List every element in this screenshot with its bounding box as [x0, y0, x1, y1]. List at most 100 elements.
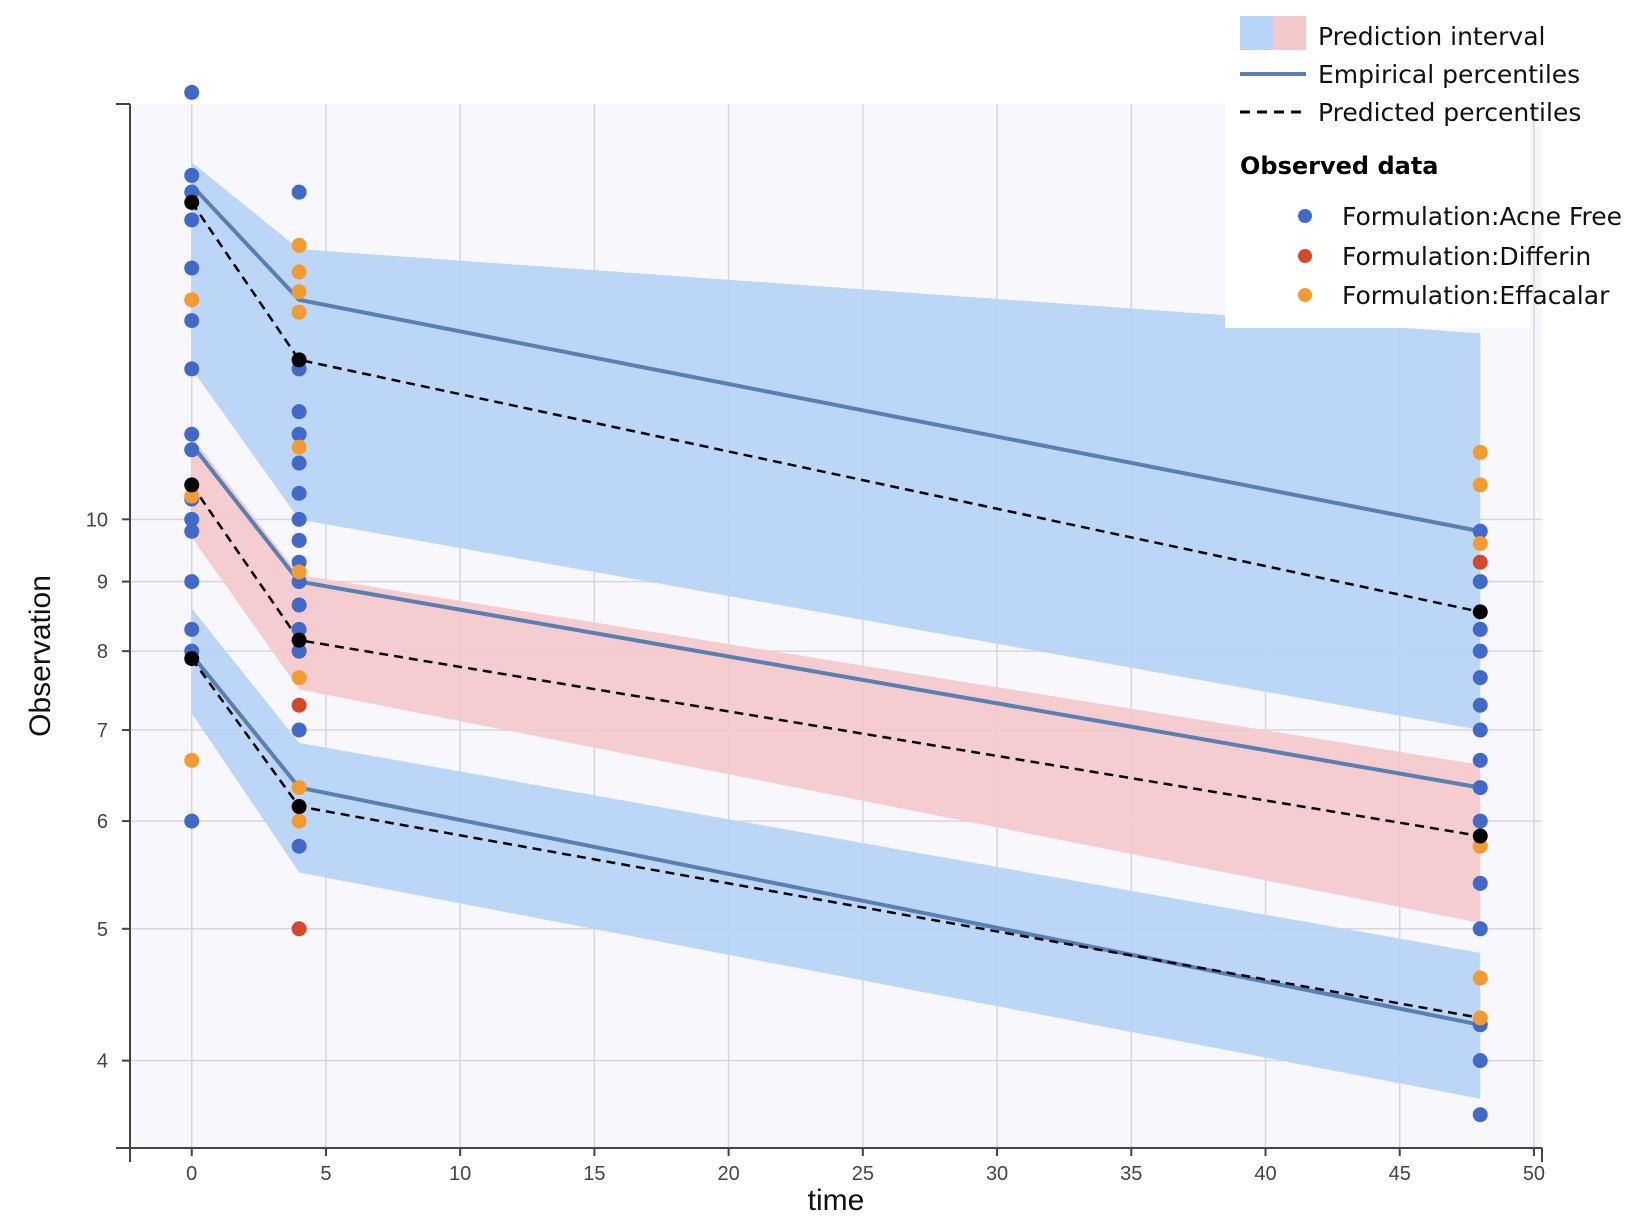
observed-point-acne-free: [1472, 621, 1488, 637]
legend-band-swatch-blue: [1240, 16, 1273, 50]
legend-band-swatch-red: [1273, 16, 1306, 50]
observed-point-acne-free: [1472, 670, 1488, 686]
observed-point-acne-free: [184, 442, 200, 458]
legend-background: [1225, 0, 1530, 328]
observed-point-acne-free: [291, 643, 307, 659]
observed-point-acne-free: [184, 84, 200, 100]
observed-point-acne-free: [1472, 574, 1488, 590]
legend-effacalar-label: Formulation:Effacalar: [1342, 281, 1610, 310]
observed-point-effacalar: [291, 237, 307, 253]
observed-point-acne-free: [1472, 643, 1488, 659]
x-tick-label: 15: [583, 1163, 605, 1185]
observed-point-acne-free: [291, 485, 307, 501]
percentile-marker: [1472, 604, 1488, 620]
legend-empirical-label: Empirical percentiles: [1318, 60, 1580, 89]
y-tick-label: 9: [97, 572, 108, 594]
empirical-percentile-line-upper: [190, 184, 1481, 534]
observed-point-acne-free: [1472, 1107, 1488, 1123]
legend-effacalar-marker: [1298, 288, 1312, 302]
observed-point-acne-free: [184, 511, 200, 527]
observed-point-acne-free: [291, 532, 307, 548]
observed-point-effacalar: [1472, 535, 1488, 551]
observed-point-effacalar: [291, 780, 307, 796]
observed-point-acne-free: [291, 184, 307, 200]
observed-point-acne-free: [291, 621, 307, 637]
prediction-interval-band-0: [191, 162, 1481, 731]
x-axis-title: time: [808, 1184, 865, 1217]
observed-point-acne-free: [184, 523, 200, 539]
observed-point-effacalar: [184, 752, 200, 768]
x-tick-label: 30: [986, 1163, 1008, 1185]
observed-point-differin: [1472, 554, 1488, 570]
observed-point-acne-free: [291, 838, 307, 854]
x-tick-label: 50: [1523, 1163, 1545, 1185]
observed-point-effacalar: [184, 292, 200, 308]
observed-point-effacalar: [1472, 970, 1488, 986]
observed-point-acne-free: [1472, 875, 1488, 891]
observed-point-differin: [291, 921, 307, 937]
observed-point-effacalar: [1472, 1010, 1488, 1026]
observed-point-acne-free: [184, 167, 200, 183]
observed-point-acne-free: [291, 426, 307, 442]
observed-point-effacalar: [1472, 477, 1488, 493]
x-tick-label: 25: [852, 1163, 874, 1185]
observed-point-acne-free: [1472, 722, 1488, 738]
observed-point-acne-free: [184, 574, 200, 590]
observed-point-acne-free: [1472, 752, 1488, 768]
x-tick-label: 35: [1120, 1163, 1142, 1185]
x-tick-label: 5: [320, 1163, 331, 1185]
y-tick-label: 10: [86, 509, 108, 531]
observed-point-effacalar: [291, 564, 307, 580]
observed-point-acne-free: [1472, 780, 1488, 796]
percentile-marker: [184, 477, 200, 493]
observed-point-effacalar: [291, 284, 307, 300]
legend-predicted-label: Predicted percentiles: [1318, 98, 1581, 127]
observed-point-acne-free: [1472, 813, 1488, 829]
observed-point-acne-free: [291, 404, 307, 420]
y-tick-label: 5: [97, 919, 108, 941]
percentile-marker: [291, 799, 307, 815]
percentile-marker: [1472, 828, 1488, 844]
y-tick-label: 6: [97, 811, 108, 833]
prediction-interval-band-2: [191, 608, 1481, 1099]
legend-prediction-interval-label: Prediction interval: [1318, 22, 1545, 51]
percentile-marker: [291, 352, 307, 368]
legend-acne-free-label: Formulation:Acne Free: [1342, 202, 1622, 231]
x-tick-label: 40: [1254, 1163, 1276, 1185]
prediction-interval-band-1: [191, 436, 1481, 923]
observed-point-effacalar: [291, 813, 307, 829]
observed-point-acne-free: [291, 722, 307, 738]
observed-point-acne-free: [1472, 1053, 1488, 1069]
legend-differin-marker: [1298, 249, 1312, 263]
y-tick-label: 7: [97, 720, 108, 742]
y-axis-title: Observation: [24, 575, 57, 737]
observed-point-acne-free: [184, 313, 200, 329]
observed-point-acne-free: [291, 511, 307, 527]
x-tick-label: 10: [449, 1163, 471, 1185]
observed-point-acne-free: [184, 361, 200, 377]
legend-differin-label: Formulation:Differin: [1342, 242, 1591, 271]
observed-point-acne-free: [184, 184, 200, 200]
observed-point-effacalar: [291, 439, 307, 455]
observed-point-acne-free: [291, 455, 307, 471]
observed-point-effacalar: [291, 670, 307, 686]
observed-point-acne-free: [184, 813, 200, 829]
observed-point-acne-free: [184, 426, 200, 442]
x-tick-label: 0: [186, 1163, 197, 1185]
predicted-percentile-line-upper: [190, 201, 1481, 614]
observed-points: [184, 84, 1488, 1123]
prediction-interval-bands: [191, 162, 1481, 1099]
y-tick-label: 4: [97, 1051, 108, 1073]
percentile-marker: [291, 632, 307, 648]
observed-point-effacalar: [184, 488, 200, 504]
percentile-marker: [184, 651, 200, 667]
observed-point-effacalar: [1472, 444, 1488, 460]
observed-point-acne-free: [291, 597, 307, 613]
legend-observed-heading: Observed data: [1240, 152, 1438, 180]
x-tick-label: 45: [1389, 1163, 1411, 1185]
legend-acne-free-marker: [1298, 209, 1312, 223]
observed-point-acne-free: [1472, 523, 1488, 539]
observed-point-acne-free: [1472, 697, 1488, 713]
